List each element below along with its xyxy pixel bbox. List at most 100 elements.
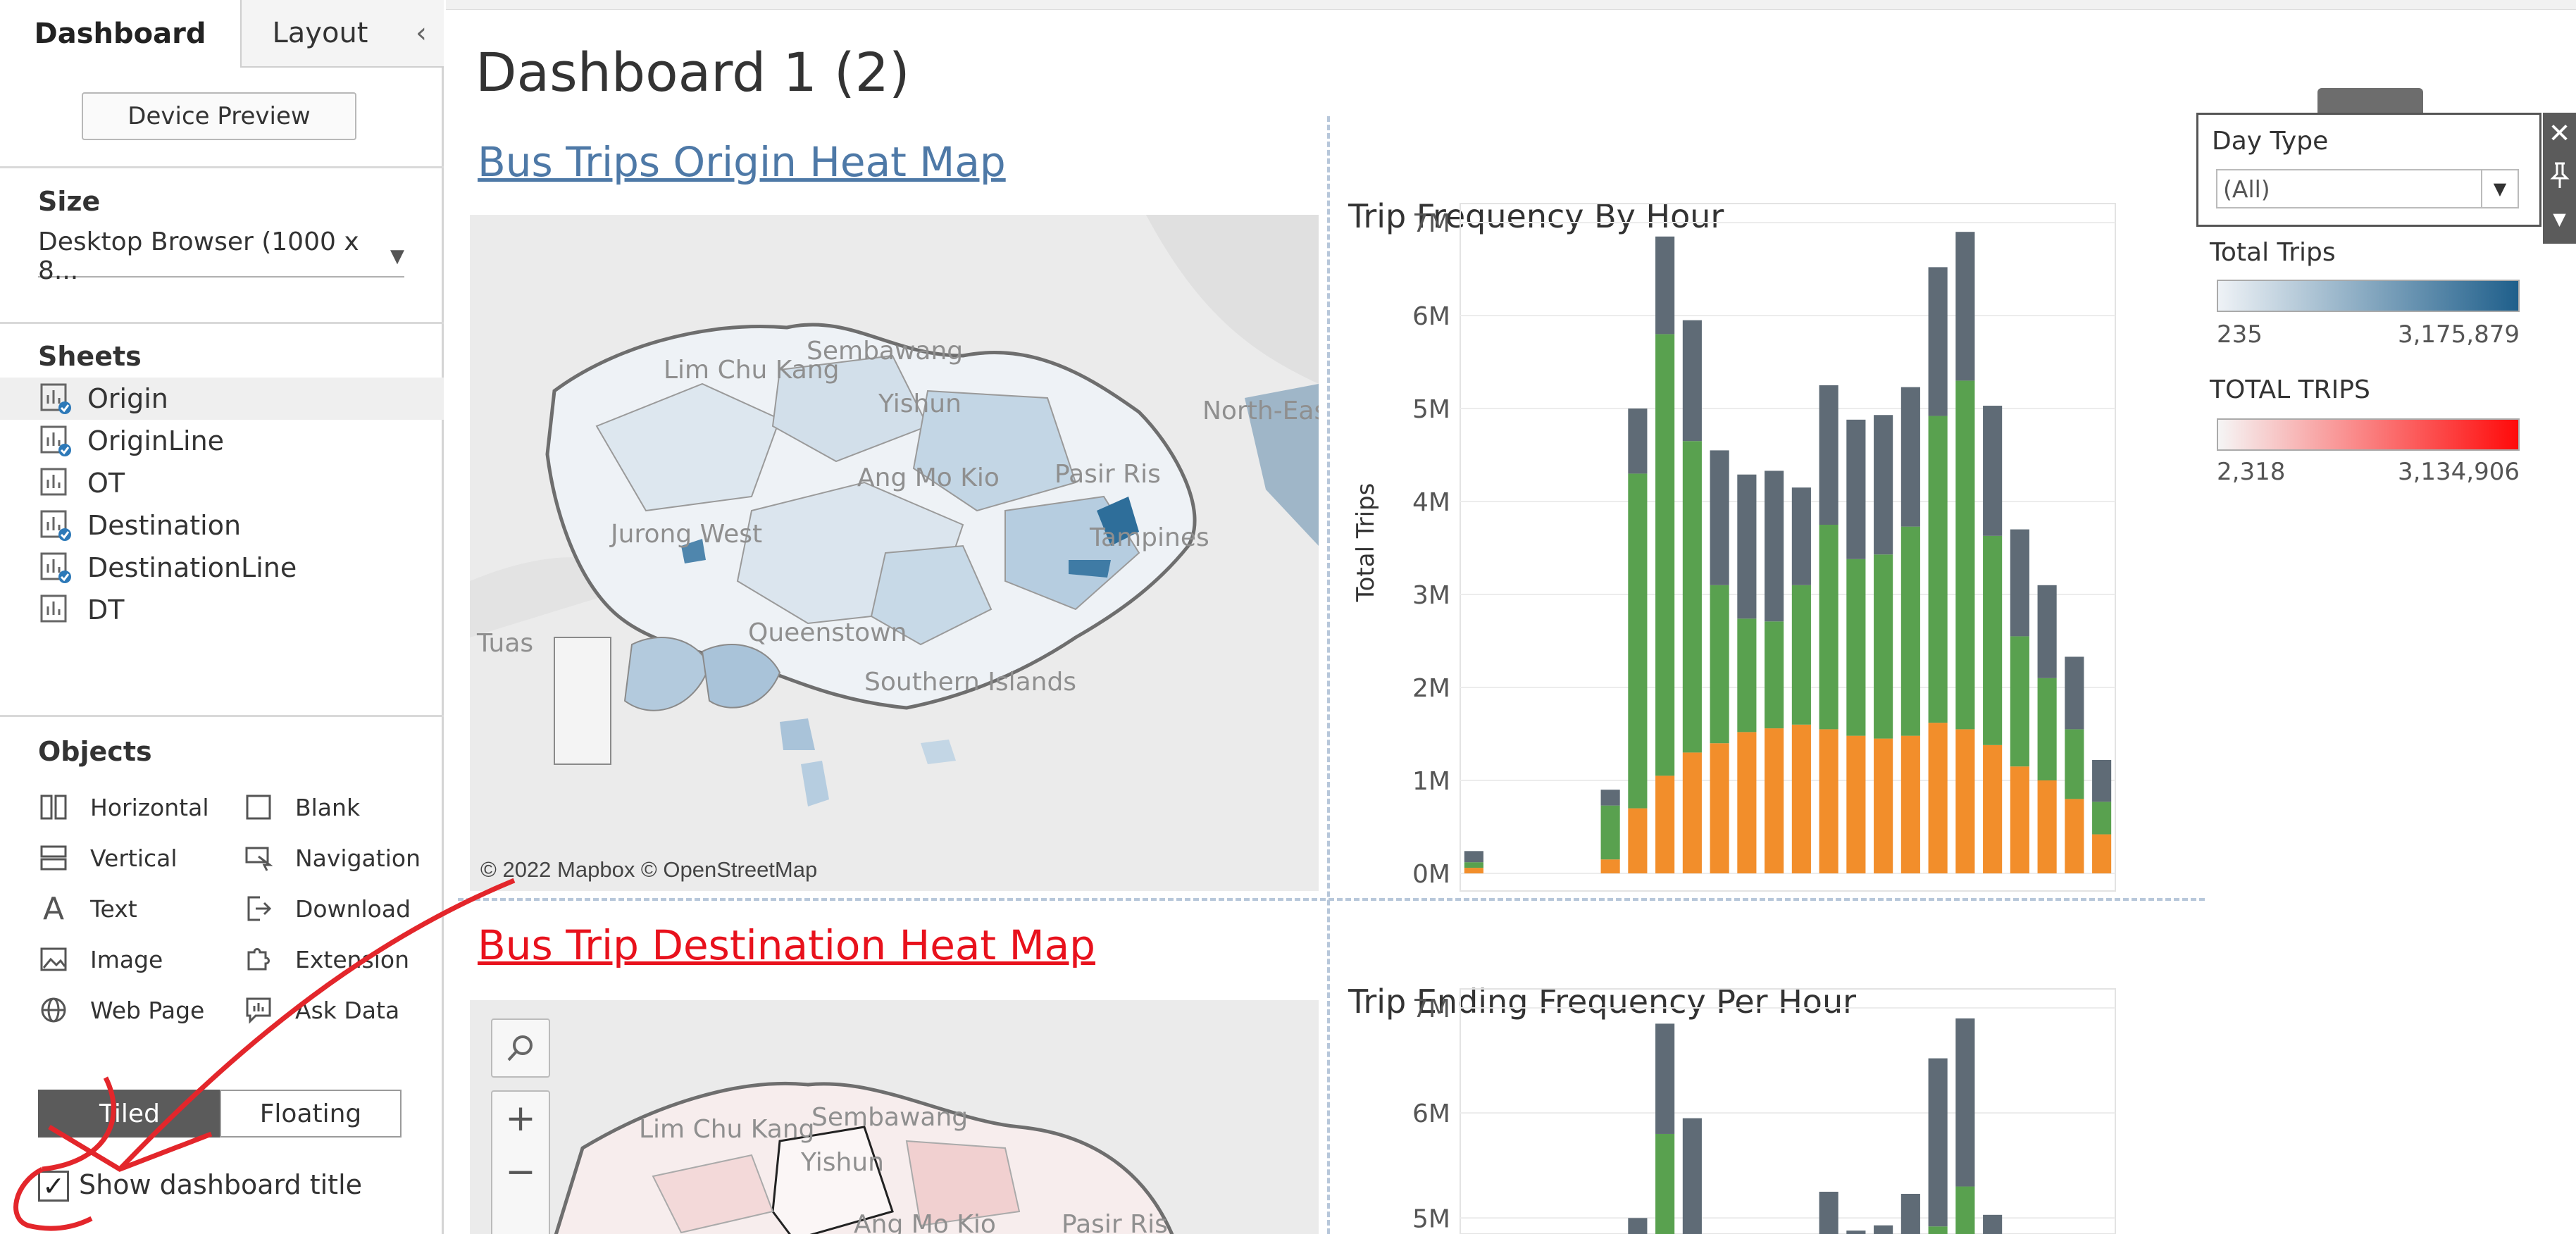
trip-frequency-plot[interactable]: 0M 1M 2M 3M 4M 5M 6M 7M Total Trips bbox=[1338, 197, 2212, 902]
bar-segment[interactable] bbox=[1983, 744, 2003, 873]
bar-segment[interactable] bbox=[1791, 585, 1811, 725]
object-ask-data[interactable]: Ask Data bbox=[243, 990, 399, 1030]
bar-segment[interactable] bbox=[1983, 406, 2003, 536]
close-icon[interactable]: ✕ bbox=[2548, 118, 2571, 149]
bar-segment[interactable] bbox=[1955, 380, 1975, 730]
sheet-item[interactable]: OriginLine bbox=[0, 420, 444, 462]
object-download[interactable]: Download bbox=[243, 889, 411, 928]
bar-segment[interactable] bbox=[1928, 1058, 1948, 1227]
bar-segment[interactable] bbox=[1655, 1133, 1675, 1234]
bar-segment[interactable] bbox=[1846, 735, 1866, 873]
day-type-dropdown[interactable]: (All) ▼ bbox=[2216, 169, 2519, 208]
bar-segment[interactable] bbox=[1737, 618, 1757, 733]
bar-segment[interactable] bbox=[1600, 805, 1620, 860]
zoom-in-button[interactable]: + bbox=[505, 1097, 536, 1140]
floating-toggle[interactable]: Floating bbox=[220, 1090, 402, 1138]
bar-segment[interactable] bbox=[1682, 752, 1702, 873]
bar-segment[interactable] bbox=[1600, 790, 1620, 806]
bar-segment[interactable] bbox=[1928, 1226, 1948, 1234]
trip-ending-frequency-plot[interactable]: 5M 6M 7M bbox=[1338, 983, 2212, 1234]
bar-segment[interactable] bbox=[1900, 1193, 1920, 1234]
bar-segment[interactable] bbox=[1628, 808, 1648, 873]
bar-segment[interactable] bbox=[2092, 802, 2112, 835]
bar-segment[interactable] bbox=[1628, 473, 1648, 809]
bar-segment[interactable] bbox=[1464, 862, 1483, 868]
bar-segment[interactable] bbox=[1628, 1218, 1648, 1234]
tab-dashboard[interactable]: Dashboard bbox=[0, 0, 242, 68]
bar-segment[interactable] bbox=[1682, 1118, 1702, 1234]
bar-segment[interactable] bbox=[1900, 526, 1920, 736]
bar-segment[interactable] bbox=[1928, 723, 1948, 873]
object-horizontal[interactable]: Horizontal bbox=[38, 787, 209, 827]
bar-segment[interactable] bbox=[1791, 724, 1811, 873]
bar-segment[interactable] bbox=[1655, 334, 1675, 776]
bar-segment[interactable] bbox=[1655, 236, 1675, 335]
bar-segment[interactable] bbox=[1874, 1225, 1893, 1234]
bar-segment[interactable] bbox=[1874, 554, 1893, 739]
bar-segment[interactable] bbox=[1464, 851, 1483, 863]
bar-segment[interactable] bbox=[1874, 415, 1893, 555]
object-image[interactable]: Image bbox=[38, 940, 163, 979]
bar-segment[interactable] bbox=[1846, 1230, 1866, 1234]
bar-segment[interactable] bbox=[1600, 859, 1620, 873]
bar-segment[interactable] bbox=[1928, 416, 1948, 723]
bar-segment[interactable] bbox=[2065, 729, 2084, 799]
bar-segment[interactable] bbox=[1682, 320, 1702, 442]
pin-icon[interactable] bbox=[2543, 155, 2576, 196]
bar-segment[interactable] bbox=[1655, 775, 1675, 873]
bar-segment[interactable] bbox=[1791, 487, 1811, 585]
bar-segment[interactable] bbox=[1628, 409, 1648, 474]
bar-segment[interactable] bbox=[1464, 868, 1483, 873]
bar-segment[interactable] bbox=[1955, 1186, 1975, 1234]
size-dropdown[interactable]: Desktop Browser (1000 x 8... ▼ bbox=[38, 228, 404, 285]
bar-segment[interactable] bbox=[1655, 1023, 1675, 1134]
bar-segment[interactable] bbox=[1710, 450, 1729, 585]
device-preview-button[interactable]: Device Preview bbox=[82, 92, 356, 140]
bar-segment[interactable] bbox=[1900, 735, 1920, 873]
bar-segment[interactable] bbox=[2065, 656, 2084, 730]
object-extension[interactable]: Extension bbox=[243, 940, 409, 979]
bar-segment[interactable] bbox=[1846, 419, 1866, 559]
origin-heat-map[interactable]: Lim Chu Kang Sembawang Yishun North-East… bbox=[470, 215, 1319, 891]
bar-segment[interactable] bbox=[1710, 743, 1729, 873]
object-navigation[interactable]: Navigation bbox=[243, 838, 421, 878]
destination-heat-map[interactable]: Lim Chu Kang Sembawang Yishun Ang Mo Kio… bbox=[470, 1000, 1319, 1234]
origin-map-title-link[interactable]: Bus Trips Origin Heat Map bbox=[478, 138, 1006, 186]
bar-segment[interactable] bbox=[1737, 732, 1757, 873]
filter-drag-handle[interactable] bbox=[2317, 88, 2423, 113]
object-text[interactable]: A Text bbox=[38, 889, 137, 928]
bar-segment[interactable] bbox=[1710, 585, 1729, 744]
bar-segment[interactable] bbox=[1737, 474, 1757, 619]
bar-segment[interactable] bbox=[2065, 799, 2084, 873]
sheet-item[interactable]: DT bbox=[0, 589, 444, 631]
bar-segment[interactable] bbox=[1955, 729, 1975, 873]
bar-segment[interactable] bbox=[2092, 834, 2112, 873]
zoom-out-button[interactable]: − bbox=[505, 1151, 536, 1193]
bar-segment[interactable] bbox=[1900, 387, 1920, 527]
bar-segment[interactable] bbox=[1846, 559, 1866, 736]
destination-map-title-link[interactable]: Bus Trip Destination Heat Map bbox=[478, 921, 1095, 969]
object-blank[interactable]: Blank bbox=[243, 787, 360, 827]
sheet-item[interactable]: DestinationLine bbox=[0, 547, 444, 589]
bar-segment[interactable] bbox=[1765, 728, 1784, 873]
bar-segment[interactable] bbox=[1955, 1018, 1975, 1187]
sheet-item[interactable]: Destination bbox=[0, 504, 444, 547]
bar-segment[interactable] bbox=[2037, 780, 2057, 873]
bar-segment[interactable] bbox=[1928, 267, 1948, 416]
bar-segment[interactable] bbox=[2037, 678, 2057, 780]
tiled-toggle[interactable]: Tiled bbox=[38, 1090, 221, 1138]
bar-segment[interactable] bbox=[1765, 621, 1784, 729]
sheet-item[interactable]: Origin bbox=[0, 378, 444, 420]
bar-segment[interactable] bbox=[1983, 535, 2003, 745]
bar-segment[interactable] bbox=[1682, 441, 1702, 753]
bar-segment[interactable] bbox=[1819, 525, 1838, 730]
bar-segment[interactable] bbox=[2010, 636, 2029, 767]
object-web-page[interactable]: Web Page bbox=[38, 990, 204, 1030]
map-search-button[interactable] bbox=[491, 1018, 550, 1078]
bar-segment[interactable] bbox=[1819, 729, 1838, 873]
bar-segment[interactable] bbox=[1765, 470, 1784, 622]
show-dashboard-title-checkbox[interactable]: ✓ bbox=[38, 1171, 69, 1202]
tab-layout[interactable]: Layout bbox=[242, 0, 399, 68]
sheet-item[interactable]: OT bbox=[0, 462, 444, 504]
bar-segment[interactable] bbox=[2092, 759, 2112, 802]
